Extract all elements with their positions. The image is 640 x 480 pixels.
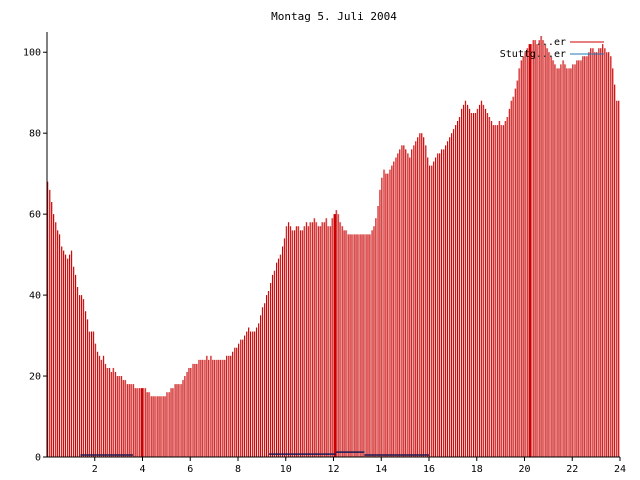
bars-series-1 [47, 36, 620, 458]
y-tick-label: 100 [23, 48, 41, 59]
x-tick-label: 22 [566, 464, 578, 475]
chart-title: Montag 5. Juli 2004 [271, 10, 397, 23]
x-tick-label: 8 [235, 464, 241, 475]
y-tick-label: 40 [29, 291, 41, 302]
x-tick-label: 12 [327, 464, 339, 475]
x-tick-label: 4 [139, 464, 145, 475]
x-tick-label: 14 [375, 464, 387, 475]
x-tick-label: 16 [423, 464, 435, 475]
legend-label-series-2: Stuttg...er [500, 49, 566, 60]
series-2-lines [80, 451, 429, 456]
y-tick-label: 0 [35, 453, 41, 464]
y-tick-label: 80 [29, 129, 41, 140]
legend-label-series-1: ...er [536, 37, 566, 48]
highlight-bars [141, 44, 532, 457]
x-tick-label: 10 [280, 464, 292, 475]
x-tick-label: 20 [518, 464, 530, 475]
y-tick-label: 20 [29, 372, 41, 383]
x-tick-label: 6 [187, 464, 193, 475]
y-tick-label: 60 [29, 210, 41, 221]
x-tick-label: 2 [92, 464, 98, 475]
x-tick-label: 18 [471, 464, 483, 475]
legend: ...er Stuttg...er [500, 37, 604, 60]
x-tick-label: 24 [614, 464, 626, 475]
